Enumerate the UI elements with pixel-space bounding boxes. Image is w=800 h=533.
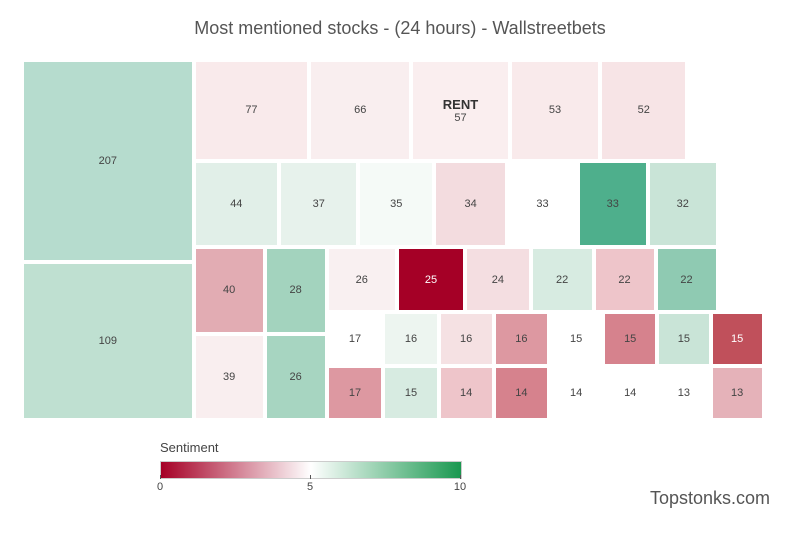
cell-value: 22 (680, 274, 692, 286)
treemap-cell: 77 (194, 60, 310, 161)
credit-text: Topstonks.com (650, 488, 770, 509)
treemap-cell: 44 (194, 161, 279, 247)
treemap-cell: 22 (531, 247, 594, 312)
cell-ticker: RENT (443, 97, 478, 112)
cell-value: 32 (677, 198, 689, 210)
treemap-cell: 53 (510, 60, 601, 161)
treemap-cell: 22 (594, 247, 656, 312)
cell-value: 207 (99, 155, 117, 167)
treemap-cell: 26 (265, 334, 327, 420)
treemap-cell: 25 (397, 247, 465, 312)
cell-value: 17 (349, 333, 361, 345)
treemap-cell: 15 (383, 366, 438, 420)
cell-value: 39 (223, 371, 235, 383)
cell-value: 26 (356, 274, 368, 286)
cell-value: 40 (223, 284, 235, 296)
chart-container: Most mentioned stocks - (24 hours) - Wal… (0, 0, 800, 533)
cell-value: 13 (731, 387, 743, 399)
treemap-cell: 26 (327, 247, 397, 312)
cell-value: 24 (492, 274, 504, 286)
treemap-cell: 17 (327, 366, 384, 420)
cell-value: 15 (624, 333, 636, 345)
cell-value: 16 (460, 333, 472, 345)
cell-value: 14 (570, 387, 582, 399)
treemap-cell: 15 (657, 312, 711, 366)
cell-value: 77 (245, 104, 257, 116)
treemap-cell: 13 (657, 366, 711, 420)
legend-ticks: 0 5 10 (160, 479, 460, 495)
cell-value: 15 (405, 387, 417, 399)
cell-value: 26 (290, 371, 302, 383)
treemap-cell: 28 (265, 247, 327, 333)
cell-value: 22 (556, 274, 568, 286)
treemap: 207 77 66 RENT57 53 52 44 37 35 34 33 33 32 109 40 28 26… (22, 60, 778, 420)
treemap-cell: 109 (22, 262, 194, 420)
cell-value: 33 (607, 198, 619, 210)
cell-value: 14 (515, 387, 527, 399)
treemap-cell: 13 (711, 366, 764, 420)
treemap-cell: 22 (656, 247, 718, 312)
treemap-cell: 39 (194, 334, 265, 420)
treemap-cell: 14 (603, 366, 657, 420)
cell-value: 28 (290, 284, 302, 296)
cell-value: 53 (549, 104, 561, 116)
cell-value: 15 (678, 333, 690, 345)
treemap-cell: 17 (327, 312, 384, 366)
cell-value: 37 (313, 198, 325, 210)
cell-value: 17 (349, 387, 361, 399)
cell-value: 34 (465, 198, 477, 210)
treemap-cell: 33 (507, 161, 577, 247)
cell-value: 14 (460, 387, 472, 399)
treemap-cell: 15 (603, 312, 657, 366)
treemap-cell: 14 (549, 366, 603, 420)
treemap-cell: 37 (279, 161, 358, 247)
cell-value: 13 (678, 387, 690, 399)
legend-title: Sentiment (160, 440, 640, 455)
treemap-cell: 32 (648, 161, 718, 247)
cell-value: 66 (354, 104, 366, 116)
cell-value: 25 (425, 274, 437, 286)
legend-tick-0: 0 (157, 481, 163, 493)
chart-title: Most mentioned stocks - (24 hours) - Wal… (0, 18, 800, 39)
cell-value: 35 (390, 198, 402, 210)
legend-gradient-bar (160, 461, 462, 479)
legend-tick-5: 5 (307, 481, 313, 493)
treemap-cell: 52 (600, 60, 687, 161)
cell-value: 33 (536, 198, 548, 210)
treemap-cell: 24 (465, 247, 531, 312)
treemap-cell: 34 (434, 161, 507, 247)
treemap-cell: 35 (358, 161, 434, 247)
cell-value: 15 (570, 333, 582, 345)
treemap-cell: 66 (309, 60, 411, 161)
cell-value: 16 (515, 333, 527, 345)
cell-value: 14 (624, 387, 636, 399)
sentiment-legend: Sentiment 0 5 10 (160, 440, 640, 495)
treemap-cell: 40 (194, 247, 265, 333)
treemap-cell: 14 (439, 366, 494, 420)
treemap-cell: 33 (578, 161, 648, 247)
treemap-cell: 16 (494, 312, 549, 366)
treemap-cell: 16 (383, 312, 438, 366)
treemap-cell: 14 (494, 366, 549, 420)
cell-value: 57 (454, 112, 466, 124)
treemap-cell: RENT57 (411, 60, 509, 161)
treemap-cell: 16 (439, 312, 494, 366)
cell-value: 16 (405, 333, 417, 345)
treemap-cell: 207 (22, 60, 194, 262)
legend-tick-10: 10 (454, 481, 466, 493)
cell-value: 15 (731, 333, 743, 345)
treemap-cell: 15 (711, 312, 764, 366)
cell-value: 22 (618, 274, 630, 286)
treemap-cell: 15 (549, 312, 603, 366)
cell-value: 109 (99, 335, 117, 347)
cell-value: 44 (230, 198, 242, 210)
cell-value: 52 (638, 104, 650, 116)
